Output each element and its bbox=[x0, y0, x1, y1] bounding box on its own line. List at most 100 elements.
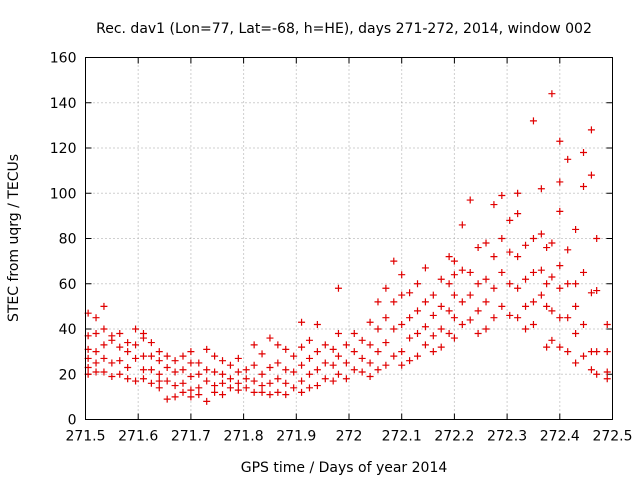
data-point bbox=[116, 343, 124, 351]
y-tick-label: 120 bbox=[50, 141, 77, 157]
data-point bbox=[548, 90, 556, 98]
data-point bbox=[219, 391, 227, 399]
data-point bbox=[366, 373, 374, 381]
y-tick-label: 40 bbox=[59, 322, 77, 338]
data-point bbox=[429, 291, 437, 299]
data-point bbox=[334, 352, 342, 360]
data-point bbox=[108, 373, 116, 381]
x-tick-label: 271.7 bbox=[171, 429, 211, 445]
x-tick-label: 271.5 bbox=[65, 429, 105, 445]
data-point bbox=[266, 379, 274, 387]
y-tick-label: 0 bbox=[68, 413, 77, 429]
data-point bbox=[334, 370, 342, 378]
data-point bbox=[374, 348, 382, 356]
x-tick-label: 272.4 bbox=[540, 429, 580, 445]
data-point bbox=[498, 235, 506, 242]
data-point bbox=[458, 266, 466, 274]
data-point bbox=[414, 352, 422, 360]
data-point bbox=[108, 359, 116, 367]
y-axis-label: STEC from uqrg / TECUs bbox=[6, 154, 22, 322]
data-point bbox=[374, 325, 382, 333]
data-point bbox=[147, 366, 155, 374]
data-point bbox=[506, 311, 514, 319]
data-point bbox=[498, 192, 506, 200]
data-point bbox=[234, 354, 242, 362]
data-point bbox=[421, 264, 429, 272]
data-point bbox=[529, 298, 537, 306]
data-point bbox=[100, 341, 108, 349]
data-point bbox=[450, 271, 458, 279]
data-point bbox=[219, 357, 227, 365]
data-point bbox=[398, 271, 406, 279]
data-point bbox=[429, 332, 437, 340]
data-point bbox=[543, 302, 551, 310]
x-tick-label: 272.5 bbox=[592, 429, 632, 445]
data-point bbox=[179, 379, 187, 387]
data-point bbox=[124, 348, 132, 356]
data-point bbox=[548, 239, 556, 247]
data-point bbox=[414, 307, 422, 315]
data-point bbox=[305, 370, 313, 378]
data-point bbox=[282, 379, 290, 387]
data-point bbox=[171, 368, 179, 376]
data-point bbox=[92, 348, 100, 356]
data-point bbox=[92, 314, 100, 322]
data-point bbox=[321, 341, 329, 349]
data-point bbox=[266, 391, 274, 399]
x-tick-label: 271.8 bbox=[224, 429, 264, 445]
data-point bbox=[187, 393, 195, 401]
data-point bbox=[155, 377, 163, 385]
data-point bbox=[305, 354, 313, 362]
data-point bbox=[474, 280, 482, 288]
data-point bbox=[429, 311, 437, 319]
data-point bbox=[116, 330, 124, 338]
data-point bbox=[313, 348, 321, 356]
data-point bbox=[92, 330, 100, 338]
data-point bbox=[366, 359, 374, 367]
data-point bbox=[556, 178, 564, 186]
data-point bbox=[334, 284, 342, 292]
data-point bbox=[474, 244, 482, 252]
data-point bbox=[179, 352, 187, 360]
x-tick-label: 272.3 bbox=[487, 429, 527, 445]
data-point bbox=[564, 280, 572, 288]
data-point bbox=[522, 325, 530, 333]
data-point bbox=[445, 307, 453, 315]
data-point bbox=[124, 363, 132, 371]
data-point bbox=[450, 314, 458, 322]
data-point bbox=[298, 343, 306, 351]
data-point bbox=[274, 359, 282, 367]
data-point bbox=[514, 284, 522, 292]
data-point bbox=[564, 314, 572, 322]
data-point bbox=[406, 314, 414, 322]
data-point bbox=[100, 354, 108, 362]
data-point bbox=[572, 280, 580, 288]
data-point bbox=[603, 348, 611, 356]
data-point bbox=[429, 348, 437, 356]
data-point bbox=[274, 388, 282, 396]
data-point bbox=[490, 284, 498, 292]
data-point bbox=[437, 343, 445, 351]
data-point bbox=[498, 268, 506, 276]
data-point bbox=[474, 330, 482, 338]
data-point bbox=[522, 241, 530, 249]
data-point bbox=[593, 235, 601, 242]
data-point bbox=[179, 388, 187, 396]
data-point bbox=[195, 391, 203, 399]
data-point bbox=[350, 366, 358, 374]
data-point bbox=[414, 330, 422, 338]
x-tick-label: 271.6 bbox=[118, 429, 158, 445]
data-point bbox=[124, 375, 132, 383]
data-point bbox=[329, 377, 337, 385]
data-point bbox=[266, 363, 274, 371]
data-point bbox=[572, 330, 580, 338]
data-point bbox=[234, 379, 242, 387]
data-point bbox=[482, 239, 490, 247]
data-point bbox=[474, 307, 482, 315]
data-point bbox=[437, 302, 445, 310]
data-point bbox=[445, 330, 453, 338]
data-point bbox=[234, 368, 242, 376]
data-point bbox=[466, 291, 474, 299]
data-point bbox=[305, 384, 313, 392]
data-point bbox=[282, 366, 290, 374]
